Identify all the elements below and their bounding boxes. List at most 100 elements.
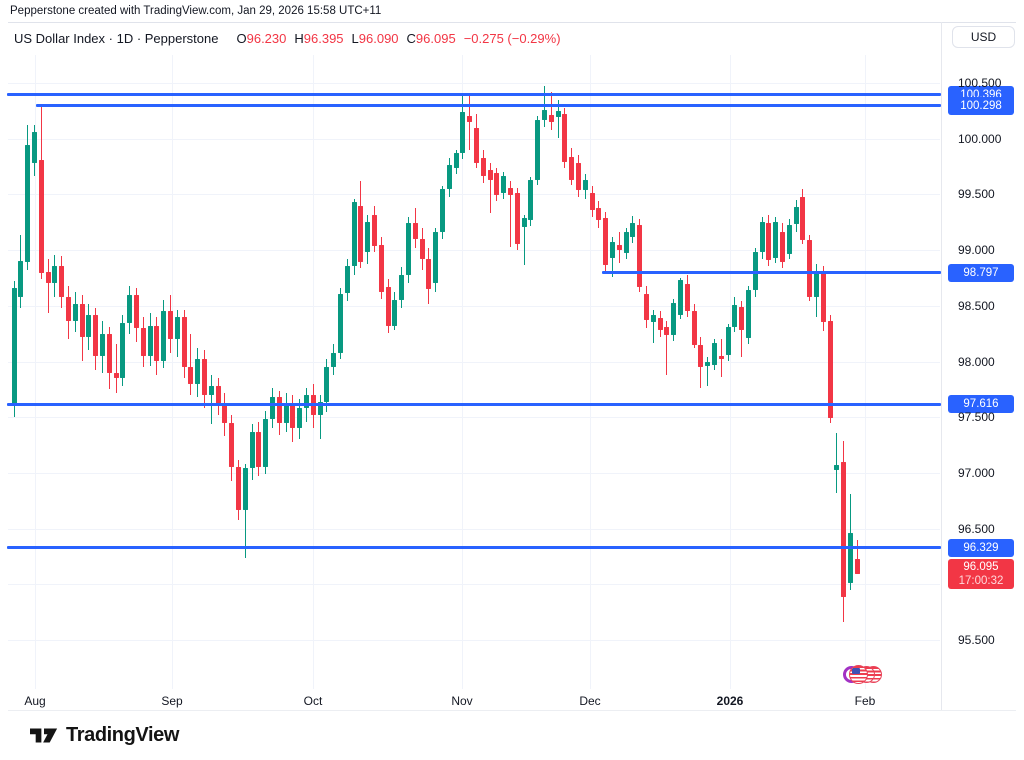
candle-down: [596, 207, 602, 221]
candle-down: [603, 217, 609, 265]
candle-up: [11, 288, 17, 407]
price-axis-label: 97.500: [958, 410, 995, 425]
level-price-badge[interactable]: 98.797: [948, 263, 1014, 282]
candle-up: [834, 465, 840, 470]
candle-down: [140, 328, 146, 356]
candle-up: [671, 302, 677, 335]
candle-up: [399, 274, 405, 301]
candle-up: [263, 419, 269, 468]
grid-line-vertical: [865, 55, 866, 689]
candle-wick: [115, 343, 117, 393]
candle-up: [392, 300, 398, 326]
candle-up: [650, 314, 656, 323]
candle-up: [18, 261, 24, 297]
support-resistance-line[interactable]: [7, 93, 941, 97]
candle-down: [385, 286, 391, 326]
candle-wick: [509, 181, 511, 247]
candle-wick: [666, 321, 668, 375]
candle-up: [208, 386, 214, 395]
candle-up: [630, 223, 636, 237]
support-resistance-line[interactable]: [7, 402, 941, 406]
candle-up: [582, 179, 588, 190]
candle-up: [324, 367, 330, 402]
close-label: C: [406, 31, 416, 46]
candle-up: [847, 533, 853, 584]
low-value: 96.090: [358, 31, 399, 46]
candle-up: [677, 280, 683, 315]
widget-bottom-border: [8, 710, 1016, 711]
candle-down: [38, 159, 44, 274]
price-axis-label: 100.500: [958, 76, 1002, 90]
time-axis-label: Dec: [579, 694, 601, 708]
candle-wick: [652, 310, 654, 343]
grid-line-horizontal: [8, 194, 940, 196]
candle-down: [65, 296, 71, 322]
candle-down: [215, 386, 221, 404]
currency-toggle-button[interactable]: USD: [952, 26, 1015, 48]
candle-down: [256, 431, 262, 468]
grid-line-horizontal: [8, 640, 940, 641]
candle-wick: [523, 214, 525, 265]
symbol-legend[interactable]: US Dollar Index · 1D · Pepperstone O96.23…: [14, 31, 561, 46]
candle-down: [473, 127, 479, 164]
candle-down: [59, 265, 65, 297]
tradingview-logo[interactable]: TradingView: [30, 724, 179, 747]
open-value: 96.230: [246, 31, 287, 46]
price-axis-separator: [941, 22, 942, 710]
candle-down: [827, 321, 833, 419]
candle-down: [181, 316, 187, 367]
candle-up: [813, 272, 819, 297]
candle-up: [25, 145, 31, 263]
support-resistance-line[interactable]: [7, 546, 941, 550]
candle-up: [344, 265, 350, 294]
support-resistance-line[interactable]: [36, 104, 941, 107]
candle-down: [276, 397, 282, 423]
candle-up: [127, 294, 133, 323]
price-axis-label: 96.500: [958, 521, 995, 536]
candle-down: [419, 239, 425, 260]
candle-down: [664, 327, 670, 335]
us-flag-event-icon[interactable]: [849, 665, 868, 684]
candle-up: [528, 179, 534, 220]
candle-wick: [469, 96, 471, 150]
candle-down: [167, 311, 173, 340]
candle-up: [786, 224, 792, 254]
candle-wick: [210, 374, 212, 424]
candle-down: [507, 187, 513, 196]
time-axis-label: 2026: [716, 694, 744, 708]
support-resistance-line[interactable]: [602, 271, 941, 275]
time-axis-label: Nov: [451, 694, 473, 708]
candle-up: [303, 394, 309, 409]
candle-up: [555, 110, 561, 118]
grid-line-horizontal: [8, 83, 940, 84]
candle-down: [807, 240, 813, 297]
candle-wick: [489, 163, 491, 214]
economic-event-flags[interactable]: [843, 665, 887, 685]
candle-up: [195, 359, 201, 384]
candle-up: [331, 352, 337, 368]
candle-down: [854, 558, 860, 574]
candle-up: [773, 222, 779, 258]
level-price-badge[interactable]: 97.616: [948, 395, 1014, 414]
candle-down: [45, 272, 51, 284]
candle-down: [698, 344, 704, 368]
candle-up: [433, 232, 439, 284]
time-axis-label: Feb: [854, 694, 876, 708]
candle-wick: [550, 91, 552, 130]
level-price-badge[interactable]: 100.298: [948, 96, 1014, 115]
candle-up: [120, 322, 126, 379]
level-price-badge[interactable]: 96.329: [948, 538, 1014, 557]
price-axis-label: 100.000: [958, 131, 1002, 146]
candle-down: [637, 224, 643, 287]
grid-line-horizontal: [8, 361, 940, 363]
grid-line-vertical: [313, 55, 314, 689]
high-label: H: [294, 31, 304, 46]
candle-down: [378, 244, 384, 293]
candle-up: [31, 132, 37, 164]
candle-down: [691, 311, 697, 345]
candle-down: [548, 115, 554, 122]
candle-up: [147, 325, 153, 356]
candle-up: [317, 401, 323, 415]
